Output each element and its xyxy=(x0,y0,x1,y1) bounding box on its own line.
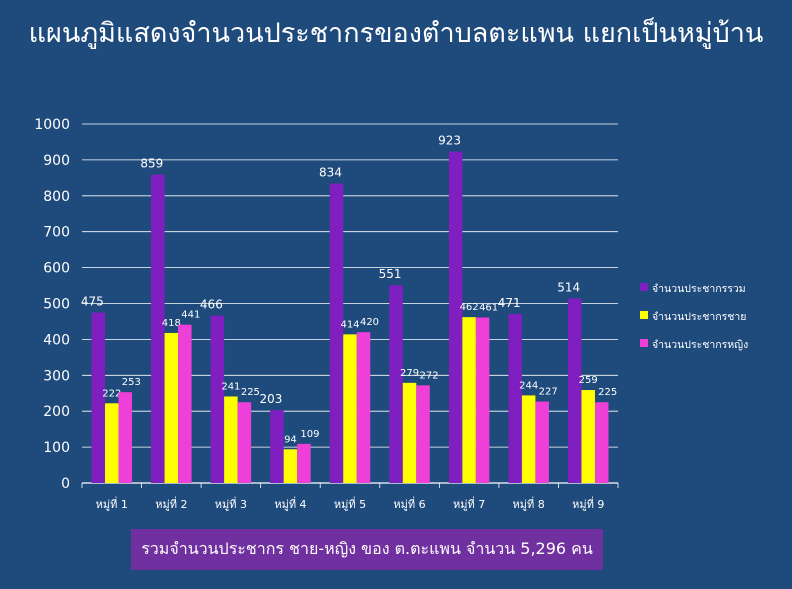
data-label: 241 xyxy=(221,381,240,392)
data-label: 514 xyxy=(557,280,580,294)
data-label: 923 xyxy=(438,134,461,148)
data-label: 471 xyxy=(498,296,521,310)
y-tick-label: 900 xyxy=(43,153,70,169)
bar-male xyxy=(462,317,476,483)
x-tick-label: หมู่ที่ 6 xyxy=(393,496,425,511)
y-tick-label: 700 xyxy=(43,225,70,241)
x-tick-label: หมู่ที่ 7 xyxy=(453,496,485,511)
data-label: 279 xyxy=(400,368,419,379)
summary-text: รวมจำนวนประชากร ชาย-หญิง ของ ต.ตะแพน จำน… xyxy=(141,539,593,558)
data-label: 272 xyxy=(420,370,439,381)
bar-total xyxy=(329,183,344,483)
data-label: 859 xyxy=(140,157,163,171)
bar-male xyxy=(283,449,298,483)
x-tick-label: หมู่ที่ 1 xyxy=(96,496,128,511)
data-label: 253 xyxy=(122,377,141,388)
x-tick-label: หมู่ที่ 2 xyxy=(155,496,187,511)
data-label: 94 xyxy=(284,434,297,445)
bar-female xyxy=(178,324,192,483)
summary-box: รวมจำนวนประชากร ชาย-หญิง ของ ต.ตะแพน จำน… xyxy=(131,529,603,570)
bar-total xyxy=(389,285,403,483)
bar-total xyxy=(210,315,225,483)
x-tick-label: หมู่ที่ 3 xyxy=(215,496,247,511)
y-tick-label: 100 xyxy=(43,440,70,456)
data-label: 418 xyxy=(162,318,181,329)
x-tick-label: หมู่ที่ 4 xyxy=(274,496,306,511)
y-tick-label: 800 xyxy=(43,189,70,205)
data-label: 834 xyxy=(319,166,342,180)
bar-female xyxy=(594,402,609,483)
data-label: 466 xyxy=(200,298,223,312)
data-label: 225 xyxy=(598,387,617,398)
bar-male xyxy=(164,332,179,483)
legend-label: จำนวนประชากรหญิง xyxy=(652,339,748,351)
y-tick-label: 400 xyxy=(43,332,70,348)
bar-total xyxy=(151,174,165,483)
data-label: 462 xyxy=(460,302,479,313)
bar-male xyxy=(224,396,238,483)
y-tick-label: 200 xyxy=(43,404,70,420)
y-tick-label: 500 xyxy=(43,297,70,313)
y-tick-label: 0 xyxy=(61,476,70,492)
x-tick-label: หมู่ที่ 9 xyxy=(572,496,604,511)
data-label: 414 xyxy=(340,319,359,330)
legend-swatch xyxy=(640,283,648,291)
bar-male xyxy=(343,334,357,483)
bar-female xyxy=(475,317,490,483)
data-label: 441 xyxy=(181,310,200,321)
bar-female xyxy=(535,401,549,483)
legend-label: จำนวนประชากรรวม xyxy=(652,283,746,295)
data-label: 225 xyxy=(241,387,260,398)
bar-male xyxy=(521,395,536,483)
bar-male xyxy=(402,382,417,483)
data-label: 244 xyxy=(519,380,538,391)
data-label: 420 xyxy=(360,317,379,328)
legend-swatch xyxy=(640,311,648,319)
data-label: 203 xyxy=(259,392,282,406)
bar-total xyxy=(91,312,106,483)
bar-female xyxy=(297,443,311,483)
bar-male xyxy=(105,403,119,483)
y-tick-label: 600 xyxy=(43,261,70,277)
data-label: 259 xyxy=(579,375,598,386)
data-label: 461 xyxy=(479,303,498,314)
bar-female xyxy=(416,385,430,483)
data-label: 109 xyxy=(300,429,319,440)
bar-female xyxy=(356,332,371,483)
bar-total xyxy=(448,151,463,483)
data-label: 475 xyxy=(81,294,104,308)
bar-female xyxy=(118,392,133,483)
legend-label: จำนวนประชากรชาย xyxy=(652,311,746,323)
bar-male xyxy=(581,390,595,483)
data-label: 227 xyxy=(539,387,558,398)
legend-swatch xyxy=(640,339,648,347)
slide-title: แผนภูมิแสดงจำนวนประชากรของตำบลตะแพน แยกเ… xyxy=(28,18,764,49)
bar-total xyxy=(508,313,522,483)
bar-total xyxy=(567,298,582,483)
bar-total xyxy=(270,410,284,483)
bar-female xyxy=(237,402,252,483)
data-label: 222 xyxy=(102,388,121,399)
y-tick-label: 300 xyxy=(43,368,70,384)
x-tick-label: หมู่ที่ 8 xyxy=(513,496,545,511)
data-label: 551 xyxy=(379,267,402,281)
y-tick-label: 1000 xyxy=(34,117,70,133)
x-tick-label: หมู่ที่ 5 xyxy=(334,496,366,511)
